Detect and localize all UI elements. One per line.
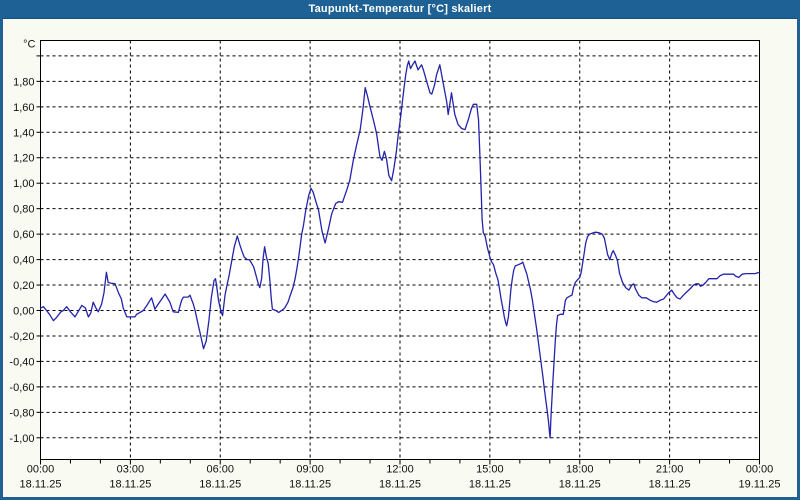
x-tick-date-label: 18.11.25 bbox=[559, 479, 601, 491]
x-tick-date-label: 18.11.25 bbox=[649, 479, 691, 491]
x-tick-date-label: 18.11.25 bbox=[289, 479, 331, 491]
y-tick-label: 1,60 bbox=[13, 102, 34, 114]
y-tick-label: -1,00 bbox=[9, 433, 34, 445]
x-tick-time-label: 09:00 bbox=[296, 464, 324, 476]
y-tick-label: 1,20 bbox=[13, 153, 34, 165]
x-tick-date-label: 18.11.25 bbox=[19, 479, 61, 491]
y-tick-label: -0,20 bbox=[9, 331, 34, 343]
title-bar: Taupunkt-Temperatur [°C] skaliert bbox=[0, 0, 800, 19]
temperature-line bbox=[39, 60, 761, 439]
x-tick-time-label: 00:00 bbox=[27, 464, 55, 476]
plot-border bbox=[40, 40, 760, 460]
y-tick-label: 1,00 bbox=[13, 178, 34, 190]
y-tick-label: 0,00 bbox=[13, 306, 34, 318]
window-title: Taupunkt-Temperatur [°C] skaliert bbox=[308, 3, 492, 15]
y-axis-unit-label: °C bbox=[23, 39, 35, 51]
x-tick-time-label: 12:00 bbox=[386, 464, 414, 476]
y-tick-label: 0,40 bbox=[13, 255, 34, 267]
y-tick-label: 0,60 bbox=[13, 229, 34, 241]
y-tick-label: 0,80 bbox=[13, 204, 34, 216]
y-tick-label: -0,60 bbox=[9, 382, 34, 394]
x-tick-date-label: 18.11.25 bbox=[109, 479, 151, 491]
y-tick-label: -0,80 bbox=[9, 407, 34, 419]
x-tick-date-label: 19.11.25 bbox=[738, 479, 780, 491]
x-tick-date-label: 18.11.25 bbox=[469, 479, 511, 491]
x-tick-time-label: 03:00 bbox=[117, 464, 145, 476]
y-tick-label: 1,40 bbox=[13, 127, 34, 139]
x-tick-time-label: 21:00 bbox=[656, 464, 684, 476]
x-tick-date-label: 18.11.25 bbox=[379, 479, 421, 491]
x-tick-time-label: 15:00 bbox=[476, 464, 504, 476]
y-tick-label: -0,40 bbox=[9, 356, 34, 368]
y-tick-label: 0,20 bbox=[13, 280, 34, 292]
x-tick-time-label: 06:00 bbox=[206, 464, 234, 476]
x-tick-date-label: 18.11.25 bbox=[199, 479, 241, 491]
x-tick-time-label: 00:00 bbox=[746, 464, 774, 476]
x-tick-time-label: 18:00 bbox=[566, 464, 594, 476]
y-tick-label: 1,80 bbox=[13, 76, 34, 88]
